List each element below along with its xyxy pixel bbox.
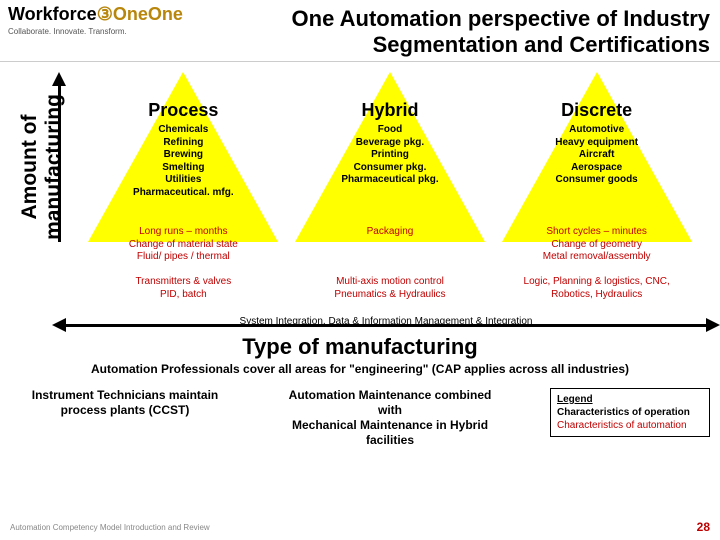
main-diagram: Amount of manufacturing Process Chemical… [0,62,720,540]
page-number: 28 [697,520,710,534]
au-cell: Transmitters & valvesPID, batch [88,276,278,301]
triangle-items: AutomotiveHeavy equipmentAircraftAerospa… [502,124,692,187]
page-title: One Automation perspective of Industry S… [190,6,710,59]
automation-characteristics-row: Transmitters & valvesPID, batch Multi-ax… [80,276,700,301]
logo-main: Workforce [8,4,97,24]
op-cell: Short cycles – minutesChange of geometry… [502,226,692,264]
triangle-title: Discrete [502,100,692,121]
au-cell: Logic, Planning & logistics, CNC,Robotic… [502,276,692,301]
bottom-mid: Automation Maintenance combined withMech… [285,388,495,448]
cap-line: Automation Professionals cover all areas… [0,362,720,376]
logo-accent: ③OneOne [97,4,183,24]
legend-box: Legend Characteristics of operation Char… [550,388,710,437]
bottom-left: Instrument Technicians maintain process … [20,388,230,418]
legend-op: Characteristics of operation [557,406,703,419]
y-axis-arrow [58,82,61,242]
op-cell: Packaging [295,226,485,264]
triangle-process: Process ChemicalsRefiningBrewingSmelting… [88,72,278,242]
header: Workforce③OneOne Collaborate. Innovate. … [0,0,720,62]
bottom-row: Instrument Technicians maintain process … [20,388,710,448]
triangle-items: FoodBeverage pkg.PrintingConsumer pkg.Ph… [295,124,485,187]
triangle-title: Hybrid [295,100,485,121]
legend-title: Legend [557,393,703,406]
x-axis-arrow [62,324,710,327]
triangle-discrete: Discrete AutomotiveHeavy equipmentAircra… [502,72,692,242]
legend-au: Characteristics of automation [557,419,703,432]
triangle-title: Process [88,100,278,121]
triangle-hybrid: Hybrid FoodBeverage pkg.PrintingConsumer… [295,72,485,242]
op-cell: Long runs – monthsChange of material sta… [88,226,278,264]
x-axis-label: Type of manufacturing [0,334,720,360]
triangle-items: ChemicalsRefiningBrewingSmeltingUtilitie… [88,124,278,199]
au-cell: Multi-axis motion controlPneumatics & Hy… [295,276,485,301]
operation-characteristics-row: Long runs – monthsChange of material sta… [80,226,700,264]
footer-left: Automation Competency Model Introduction… [10,523,210,532]
